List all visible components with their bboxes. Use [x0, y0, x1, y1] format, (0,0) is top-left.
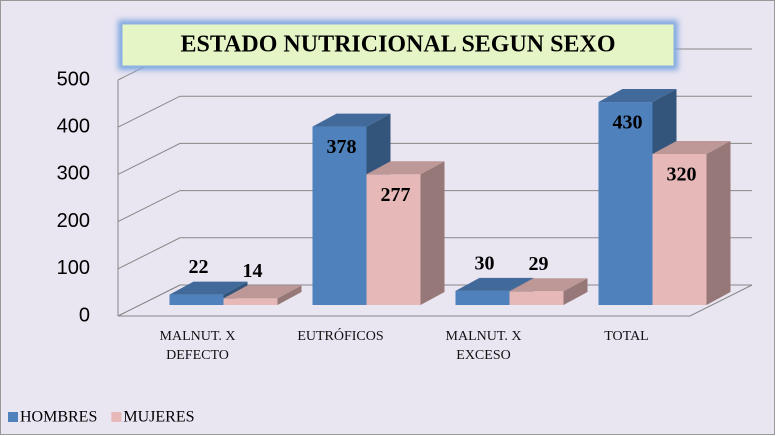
bar-front [223, 298, 278, 305]
data-label: 277 [381, 184, 411, 206]
data-label: 29 [529, 253, 549, 275]
bar-front [509, 291, 564, 305]
data-label: 14 [243, 260, 263, 282]
y-tick-label: 100 [57, 257, 90, 279]
bar [455, 277, 534, 305]
y-tick-label: 500 [57, 68, 90, 90]
y-tick-label: 300 [57, 163, 90, 185]
x-tick-label: MALNUT. X DEFECTO [159, 329, 236, 363]
bar-top [366, 161, 445, 175]
bar-front [366, 174, 421, 305]
bar-side [563, 278, 588, 305]
grid-line [117, 95, 752, 128]
bar [366, 161, 445, 305]
grid-line [117, 142, 752, 175]
bar-top [598, 89, 677, 103]
legend-swatch [111, 412, 122, 422]
bar-front [652, 153, 707, 305]
title-box [121, 23, 675, 67]
y-tick-label: 0 [79, 304, 90, 326]
grid-line [117, 190, 752, 223]
bar-side [420, 161, 445, 305]
bar [223, 285, 302, 305]
bar-front [455, 290, 510, 305]
x-tick-label: EUTRÓFICOS [297, 329, 384, 344]
bar [652, 140, 731, 305]
data-label: 378 [327, 136, 357, 158]
chart-title: ESTADO NUTRICIONAL SEGUN SEXO [181, 32, 616, 58]
x-tick-label: TOTAL [604, 329, 649, 344]
y-tick-label: 400 [57, 115, 90, 137]
bar-side [277, 285, 302, 305]
grid-line [117, 237, 752, 270]
data-label: 22 [189, 256, 209, 278]
bar-top [455, 277, 534, 291]
legend-label: HOMBRES [20, 409, 97, 426]
data-label: 430 [613, 112, 643, 134]
x-tick-label: MALNUT. X EXCESO [445, 329, 522, 363]
bar-top [652, 140, 731, 154]
bar-top [312, 113, 391, 127]
bar-front [169, 294, 224, 305]
legend-label: MUJERES [123, 409, 194, 426]
legend-swatch [8, 412, 18, 422]
bar-top [223, 285, 302, 299]
bar-side [706, 140, 731, 305]
bar-front [598, 102, 653, 305]
bar [509, 278, 588, 305]
bar-front [312, 126, 367, 305]
bar-top [169, 281, 248, 295]
data-label: 320 [667, 164, 697, 186]
bar-top [509, 278, 588, 292]
y-tick-label: 200 [57, 210, 90, 232]
data-label: 30 [475, 252, 495, 274]
